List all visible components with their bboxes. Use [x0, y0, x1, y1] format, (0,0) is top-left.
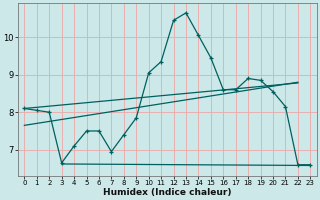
X-axis label: Humidex (Indice chaleur): Humidex (Indice chaleur) — [103, 188, 232, 197]
